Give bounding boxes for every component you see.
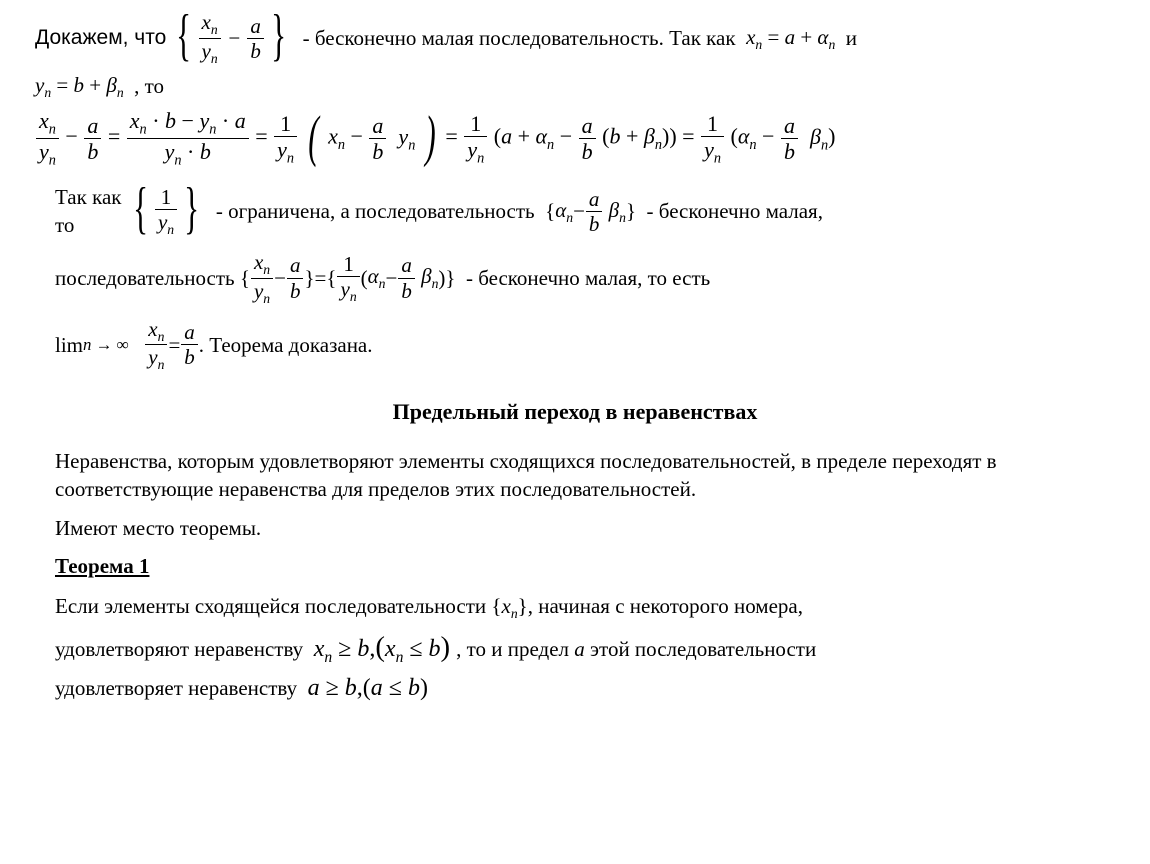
para-1-line-1: Докажем, что { xn yn − a b } - бесконечн… (35, 10, 1115, 67)
para-1-line-2: yn = b + βn , то (35, 71, 1115, 103)
t1-e: этой последовательности (585, 637, 816, 661)
eq-yn: yn = b + βn (35, 71, 124, 103)
text-and: и (835, 24, 857, 52)
brace-l: { (176, 22, 191, 50)
body-p1: Неравенства, которым удовлетворяют элеме… (35, 447, 1115, 504)
eq-xn: xn = a + αn (746, 23, 835, 55)
para-2-line-4: lim n → ∞ xnyn = ab . Теорема доказана. (35, 317, 1115, 374)
t1-a-var: a (574, 637, 585, 661)
theorem-1-body: Если элементы сходящейся последовательно… (35, 590, 1115, 706)
frac-xn-yn: xn yn (199, 10, 221, 67)
frac-a-b: a b (247, 14, 264, 63)
brace-r: } (271, 22, 286, 50)
text-bounded: - ограничена, а последовательность (216, 199, 535, 223)
text-seq: последовательность (55, 264, 235, 292)
text-to2: то (55, 213, 74, 237)
text-qed: . Теорема доказана. (199, 331, 373, 359)
lim-label: lim (55, 331, 83, 359)
section-title: Предельный переход в неравенствах (35, 397, 1115, 427)
text-prove: Докажем, что (35, 24, 166, 52)
text-to: , то (124, 72, 164, 100)
minus-1: − (222, 24, 247, 52)
t1-b: , начиная с некоторого номера, (528, 594, 803, 618)
text-since: Так как (55, 185, 122, 209)
para-2-line-1: Так как то { 1 yn } - ограничена, а посл… (35, 183, 1115, 240)
text-inf-small: - бесконечно малая последовательность. Т… (292, 24, 746, 52)
theorem-1-label: Теорема 1 (35, 552, 1115, 580)
body-p2: Имеют место теоремы. (35, 514, 1115, 542)
text-inf-small-3: - бесконечно малая, то есть (466, 264, 710, 292)
t1-c: удовлетворяют неравенству (55, 637, 303, 661)
lim-sub: n → ∞ (83, 334, 129, 357)
t1-f: удовлетворяет неравенству (55, 676, 297, 700)
text-inf-small-2: - бесконечно малая, (647, 199, 823, 223)
para-2-line-3: последовательность { xnyn − ab } = { 1yn… (35, 250, 1115, 307)
t1-d: , то и предел (456, 637, 574, 661)
main-equation: xnyn − ab = xn · b − yn · a yn · b = 1yn… (35, 108, 1115, 169)
t1-a: Если элементы сходящейся последовательно… (55, 594, 486, 618)
frac-1-yn: 1 yn (155, 185, 177, 238)
